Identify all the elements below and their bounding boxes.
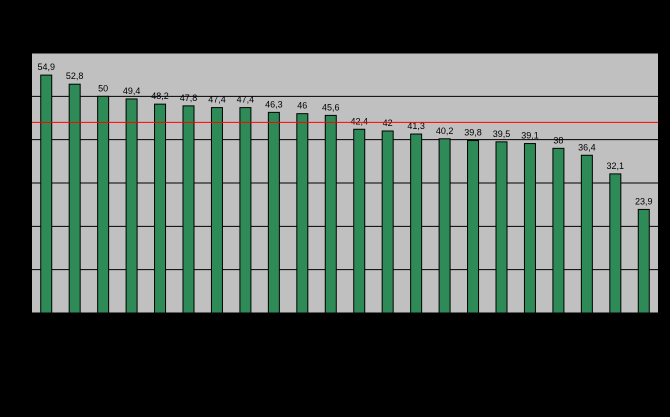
bar: [97, 95, 110, 314]
data-label: 47,4: [208, 95, 226, 105]
data-label: 54,9: [37, 62, 55, 72]
data-label: 40,2: [436, 126, 454, 136]
data-label: 45,6: [322, 102, 340, 112]
bar: [495, 141, 508, 314]
bar: [40, 74, 53, 314]
bar: [609, 173, 622, 314]
bar: [68, 83, 81, 314]
data-label: 42,4: [350, 116, 368, 126]
bar: [637, 208, 650, 314]
data-label: 36,4: [578, 142, 596, 152]
data-label: 39,1: [521, 131, 539, 141]
data-label: 50: [98, 83, 108, 93]
data-label: 48,2: [151, 91, 169, 101]
data-label: 52,8: [66, 71, 84, 81]
data-label: 49,4: [123, 86, 141, 96]
bar: [381, 130, 394, 314]
bar: [552, 147, 565, 314]
bar: [296, 113, 309, 314]
data-label: 47,8: [180, 93, 198, 103]
bar: [267, 111, 280, 314]
data-label: 39,8: [464, 128, 482, 138]
data-label: 42: [383, 118, 393, 128]
bar: [324, 114, 337, 314]
bar: [580, 154, 593, 314]
data-label: 38: [553, 135, 563, 145]
bar: [523, 143, 536, 314]
bar: [467, 140, 480, 314]
bar: [239, 107, 252, 314]
data-label: 32,1: [607, 161, 625, 171]
bar: [182, 105, 195, 314]
bar: [438, 138, 451, 314]
data-label: 23,9: [635, 196, 653, 206]
data-label: 39,5: [493, 129, 511, 139]
data-label: 47,4: [237, 95, 255, 105]
bar: [154, 103, 167, 314]
data-label: 46,3: [265, 99, 283, 109]
data-label: 41,3: [407, 121, 425, 131]
data-label: 46: [297, 101, 307, 111]
bar: [353, 128, 366, 314]
bar: [410, 133, 423, 314]
bar: [210, 107, 223, 314]
bar: [125, 98, 138, 314]
